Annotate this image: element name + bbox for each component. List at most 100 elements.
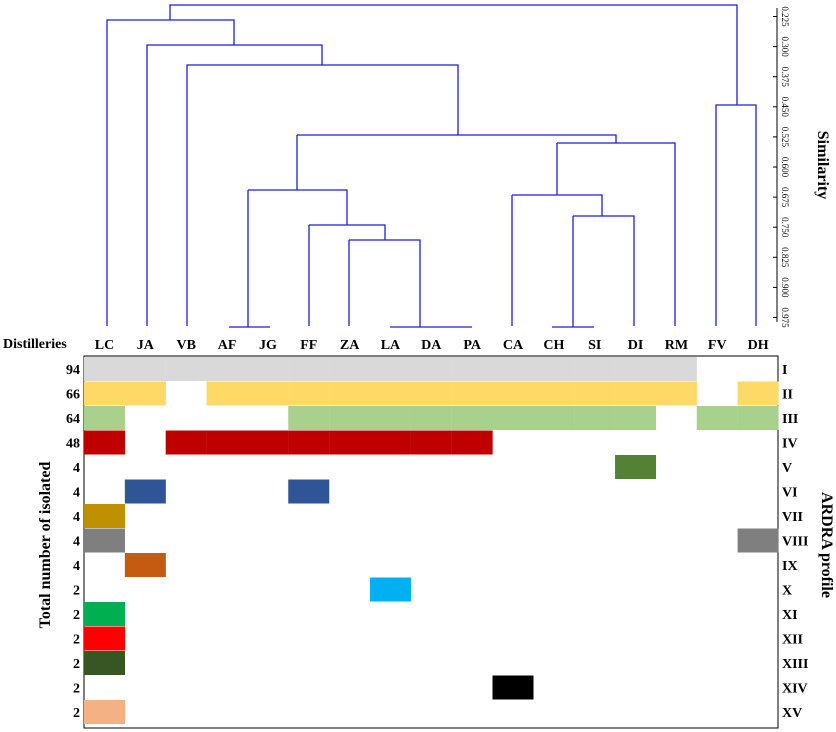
cell-xi-lc: [84, 602, 125, 626]
distillery-label-za: ZA: [340, 338, 360, 353]
dendrogram-branch: [715, 104, 757, 326]
right-axis-title: ARDRA profile: [818, 492, 835, 598]
row-total-xiii: 2: [73, 657, 80, 672]
row-totals: 94 66 64 48 4 4 4 4 4 2 2 2 2 2 2: [66, 363, 80, 721]
matrix-row: [84, 651, 125, 675]
distillery-label-dh: DH: [748, 338, 769, 353]
distillery-label-jg: JG: [259, 338, 277, 353]
row-profile-xiv: XIV: [782, 682, 808, 697]
row-total-vii: 4: [73, 510, 80, 525]
matrix-row: [124, 479, 330, 504]
cell-ii-rm: [655, 381, 697, 406]
cell-i-ja: [124, 357, 166, 381]
row-total-iii: 64: [66, 412, 80, 427]
cell-iv-vb: [165, 430, 207, 455]
cell-viii-lc: [84, 528, 125, 553]
row-profile-iv: IV: [782, 437, 798, 452]
row-total-iv: 48: [66, 437, 80, 452]
row-total-ii: 66: [66, 388, 80, 403]
dendrogram-branch: [573, 215, 635, 326]
row-total-v: 4: [73, 461, 80, 476]
dendrogram-branch: [309, 224, 386, 240]
cell-iii-di: [615, 406, 657, 430]
row-total-xv: 2: [73, 706, 80, 721]
cell-iii-la: [369, 406, 411, 430]
similarity-tick-labels: 0.225 0.300 0.375 0.450 0.525 0.600 0.675 0.750…: [780, 6, 790, 328]
cell-ii-za: [329, 381, 371, 406]
row-profile-xiii: XIII: [782, 657, 808, 672]
row-total-ix: 4: [73, 559, 80, 574]
cell-ii-af: [206, 381, 248, 406]
cell-viii-dh: [737, 528, 779, 553]
cell-vii-lc: [84, 504, 125, 528]
cell-iv-ff: [288, 430, 330, 455]
cell-iv-jg: [247, 430, 289, 455]
matrix-row: [84, 528, 779, 553]
cell-ii-la: [369, 381, 411, 406]
cell-ii-ff: [288, 381, 330, 406]
cell-i-rm: [655, 357, 697, 381]
distillery-label-lc: LC: [95, 338, 114, 353]
distillery-label-fv: FV: [708, 338, 727, 353]
cell-vi-ff: [288, 479, 330, 504]
cell-iii-si: [574, 406, 616, 430]
cell-iii-dh: [737, 406, 779, 430]
matrix-row: [84, 406, 779, 430]
cell-iii-ff: [288, 406, 330, 430]
cell-iii-za: [329, 406, 371, 430]
column-header-distilleries: Distilleries: [3, 337, 67, 352]
distillery-label-si: SI: [588, 338, 601, 353]
distillery-label-la: LA: [381, 338, 401, 353]
dendrogram-branch: [186, 64, 459, 326]
distillery-label-ff: FF: [300, 338, 317, 353]
row-total-xi: 2: [73, 608, 80, 623]
cell-ii-lc: [84, 381, 125, 406]
cell-iii-ch: [533, 406, 575, 430]
cell-iv-da: [410, 430, 452, 455]
similarity-tick-label: 0.525: [780, 127, 790, 148]
distillery-label-ja: JA: [137, 338, 155, 353]
matrix-row: [84, 700, 125, 724]
similarity-tick-label: 0.375: [780, 67, 790, 88]
dendrogram-branch: [349, 239, 421, 327]
dendrogram-branch: [512, 194, 603, 216]
cell-i-vb: [165, 357, 207, 381]
cell-iv-lc: [84, 430, 125, 455]
matrix-row: [84, 430, 493, 455]
distillery-label-rm: RM: [665, 338, 688, 353]
cell-ii-jg: [247, 381, 289, 406]
similarity-tick-label: 0.750: [780, 217, 790, 238]
cell-xiii-lc: [84, 651, 125, 675]
dendrogram: [106, 4, 757, 328]
cell-xv-lc: [84, 700, 125, 724]
dendrogram-branch: [297, 134, 617, 143]
row-total-vi: 4: [73, 486, 80, 501]
similarity-tick-label: 0.675: [780, 187, 790, 208]
cell-xiv-ca: [492, 675, 534, 700]
cell-ii-dh: [737, 381, 779, 406]
cell-i-pa: [451, 357, 493, 381]
cell-i-za: [329, 357, 371, 381]
dendrogram-branch: [229, 190, 270, 328]
row-total-viii: 4: [73, 535, 80, 550]
distillery-labels: LC JA VB AF JG FF ZA LA DA PA CA CH SI DI RM FV DH: [95, 338, 769, 353]
row-profile-ii: II: [782, 388, 793, 403]
matrix-row: [84, 381, 779, 406]
cell-ii-pa: [451, 381, 493, 406]
row-profile-viii: VIII: [782, 535, 808, 550]
cell-iii-pa: [451, 406, 493, 430]
matrix-row: [615, 455, 657, 479]
row-profile-iii: III: [782, 412, 798, 427]
row-total-xiv: 2: [73, 682, 80, 697]
dendrogram-branch: [146, 44, 323, 326]
cell-ix-ja: [124, 553, 166, 577]
cell-ii-da: [410, 381, 452, 406]
row-profile-xi: XI: [782, 608, 798, 623]
row-profile-xv: XV: [782, 706, 802, 721]
cell-iv-pa: [451, 430, 493, 455]
cell-ii-ca: [492, 381, 534, 406]
similarity-tick-label: 0.300: [780, 36, 790, 57]
similarity-tick-label: 0.225: [780, 6, 790, 27]
